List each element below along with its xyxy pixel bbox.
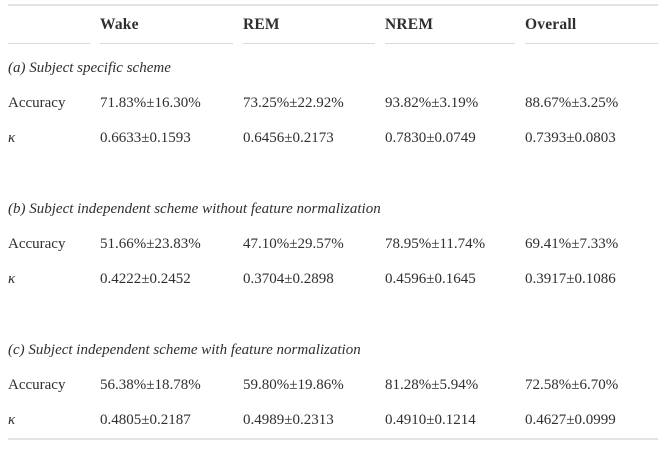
table-cell: 0.6456±0.2173 bbox=[243, 130, 334, 146]
table-cell: 0.4627±0.0999 bbox=[525, 412, 616, 428]
column-header-rem: REM bbox=[243, 6, 375, 44]
table-row: Accuracy 56.38%±18.78% 59.80%±19.86% 81.… bbox=[8, 368, 658, 403]
row-label-kappa: κ bbox=[8, 271, 16, 287]
table-cell: 0.4222±0.2452 bbox=[100, 271, 191, 287]
row-label-kappa: κ bbox=[8, 412, 16, 428]
table-cell: 47.10%±29.57% bbox=[243, 236, 344, 252]
table-cell: 71.83%±16.30% bbox=[100, 95, 201, 111]
table-cell: 0.3917±0.1086 bbox=[525, 271, 616, 287]
results-table: Wake REM NREM Overall (a) Subject specif… bbox=[8, 4, 658, 440]
table-cell: 0.3704±0.2898 bbox=[243, 271, 334, 287]
row-label-accuracy: Accuracy bbox=[8, 95, 66, 111]
table-header-row: Wake REM NREM Overall bbox=[8, 6, 658, 44]
table-cell: 81.28%±5.94% bbox=[385, 377, 479, 393]
section-c-title: (c) Subject independent scheme with feat… bbox=[8, 341, 361, 358]
table-cell: 0.7830±0.0749 bbox=[385, 130, 476, 146]
table-cell: 59.80%±19.86% bbox=[243, 377, 344, 393]
row-label-accuracy: Accuracy bbox=[8, 377, 66, 393]
table-cell: 88.67%±3.25% bbox=[525, 95, 619, 111]
table-cell: 0.4596±0.1645 bbox=[385, 271, 476, 287]
row-label-kappa: κ bbox=[8, 130, 16, 146]
table-cell: 51.66%±23.83% bbox=[100, 236, 201, 252]
table-cell: 73.25%±22.92% bbox=[243, 95, 344, 111]
column-header-nrem: NREM bbox=[385, 6, 515, 44]
table-cell: 0.4910±0.1214 bbox=[385, 412, 476, 428]
table-row: Accuracy 71.83%±16.30% 73.25%±22.92% 93.… bbox=[8, 86, 658, 121]
column-header-overall: Overall bbox=[525, 6, 658, 44]
row-label-accuracy: Accuracy bbox=[8, 236, 66, 252]
table-cell: 72.58%±6.70% bbox=[525, 377, 619, 393]
table-cell: 69.41%±7.33% bbox=[525, 236, 619, 252]
column-header-wake: Wake bbox=[100, 6, 233, 44]
table-row: κ 0.4222±0.2452 0.3704±0.2898 0.4596±0.1… bbox=[8, 262, 658, 297]
section-b-title: (b) Subject independent scheme without f… bbox=[8, 200, 381, 217]
table-row: κ 0.6633±0.1593 0.6456±0.2173 0.7830±0.0… bbox=[8, 121, 658, 156]
column-header-blank bbox=[8, 6, 90, 44]
table-cell: 56.38%±18.78% bbox=[100, 377, 201, 393]
table-row: Accuracy 51.66%±23.83% 47.10%±29.57% 78.… bbox=[8, 227, 658, 262]
table-cell: 0.4805±0.2187 bbox=[100, 412, 191, 428]
section-a-title: (a) Subject specific scheme bbox=[8, 59, 171, 76]
table-cell: 93.82%±3.19% bbox=[385, 95, 479, 111]
section-gap bbox=[8, 156, 658, 185]
section-gap bbox=[8, 297, 658, 326]
table-cell: 0.7393±0.0803 bbox=[525, 130, 616, 146]
table-cell: 0.6633±0.1593 bbox=[100, 130, 191, 146]
table-cell: 78.95%±11.74% bbox=[385, 236, 486, 252]
table-cell: 0.4989±0.2313 bbox=[243, 412, 334, 428]
table-row: κ 0.4805±0.2187 0.4989±0.2313 0.4910±0.1… bbox=[8, 403, 658, 438]
